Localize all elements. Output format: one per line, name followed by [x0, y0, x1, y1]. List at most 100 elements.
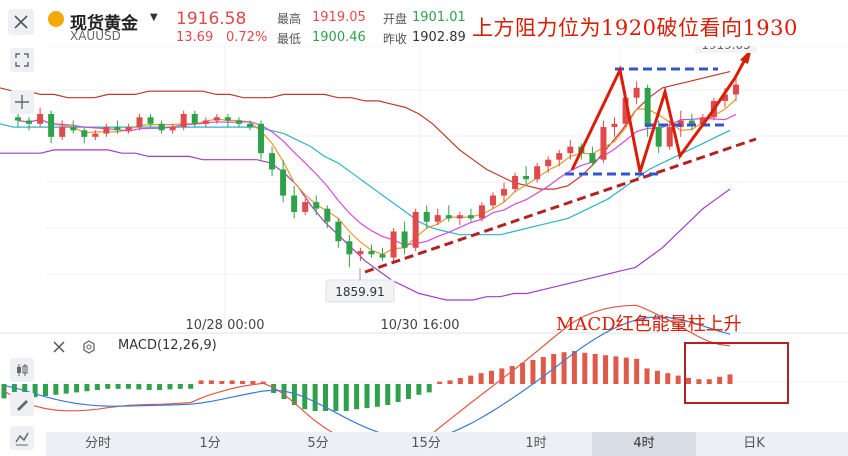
macd-bar [63, 384, 69, 394]
low-label: 最低 [277, 32, 302, 46]
resistance-annotation: 上方阻力位为1920破位看向1930 [472, 16, 798, 40]
bollinger-bands [0, 71, 737, 301]
pen-icon [17, 400, 28, 411]
candle-body [556, 153, 563, 160]
candle-body [291, 195, 298, 212]
candle-body [633, 87, 640, 98]
candle-body [390, 231, 397, 258]
candle-body [688, 120, 695, 124]
candle-body [191, 114, 198, 124]
tab-timeframe[interactable]: 日K [743, 436, 765, 451]
candle-body [37, 114, 44, 124]
macd-dea-line [3, 316, 731, 441]
candle-body [169, 127, 176, 131]
quote-header: 现货黄金 ▼ XAUUSD 1916.58 13.69 0.72% 最高 191… [0, 0, 848, 46]
macd-bar [644, 368, 650, 384]
high-value: 1919.05 [312, 10, 366, 25]
candle-body [114, 127, 121, 131]
macd-bar [343, 384, 349, 411]
support-trendline [364, 137, 757, 274]
macd-bar [571, 351, 577, 384]
candle-body [412, 211, 419, 248]
candle-body [368, 251, 375, 255]
crosshair-tool[interactable] [10, 90, 34, 114]
macd-label: MACD(12,26,9) [118, 338, 217, 353]
tab-timeframe-active[interactable]: 4时 [592, 432, 696, 456]
macd-bar [136, 384, 142, 390]
macd-bar [675, 375, 681, 384]
macd-bar [157, 384, 163, 390]
indicator-icon [15, 432, 29, 446]
macd-bar [271, 384, 277, 393]
candle-body [523, 176, 530, 180]
candle-body [246, 123, 253, 128]
macd-bar [219, 381, 225, 384]
x-tick-label: 10/30 16:00 [380, 318, 459, 333]
candle-body [70, 127, 77, 131]
macd-bar [654, 370, 660, 384]
macd-bar [488, 370, 494, 384]
instrument-symbol: XAUUSD [70, 29, 121, 43]
candle-body [235, 120, 242, 124]
candle-body [467, 215, 474, 219]
candle-body [589, 153, 596, 163]
macd-bar [696, 379, 702, 384]
macd-bar [42, 384, 48, 396]
candle-body [721, 94, 728, 101]
candle-body [423, 211, 430, 222]
close-button[interactable] [8, 9, 34, 35]
prev-close-value: 1902.89 [412, 30, 466, 45]
tab-timeframe[interactable]: 1时 [525, 436, 547, 451]
macd-bar [374, 384, 380, 407]
macd-histogram [1, 351, 733, 411]
macd-bar [665, 373, 671, 384]
candle-body [655, 127, 662, 147]
macd-bar [478, 373, 484, 384]
candle-body [666, 127, 673, 147]
macd-bar [323, 384, 329, 411]
expand-tool[interactable] [10, 48, 34, 72]
macd-bar [240, 381, 246, 384]
tab-timeframe[interactable]: 分时 [84, 436, 111, 451]
tab-timeframe[interactable]: 15分 [411, 436, 441, 451]
macd-bar [395, 384, 401, 402]
macd-bar [146, 384, 152, 390]
tab-timeframe[interactable]: 5分 [307, 436, 329, 451]
candle-body [258, 123, 265, 154]
candle-body [136, 117, 143, 128]
macd-bar [499, 368, 505, 384]
macd-bar [198, 380, 204, 384]
ma-mid-line [17, 113, 737, 246]
timeframe-bar: 分时 1分 5分 15分 1时 4时 日K [46, 432, 848, 456]
candle-style-tool[interactable] [10, 358, 34, 382]
candle-body [26, 120, 33, 124]
low-marker: 1859.91 [335, 285, 385, 299]
open-label: 开盘 [383, 12, 408, 26]
open-value: 1901.01 [412, 10, 466, 25]
macd-bar [603, 355, 609, 384]
candlestick-icon [17, 364, 28, 376]
price-markers: 1919.05 1859.91 [325, 35, 757, 303]
macd-bar [457, 378, 463, 384]
settings-icon[interactable] [82, 340, 96, 354]
macd-bar [250, 381, 256, 384]
macd-bar [125, 384, 131, 389]
tab-timeframe[interactable]: 1分 [199, 436, 221, 451]
candle-body [147, 117, 154, 124]
close-icon[interactable] [52, 340, 66, 354]
macd-bar [530, 360, 536, 384]
macd-bar [592, 354, 598, 384]
caret-down-icon[interactable]: ▼ [150, 12, 158, 23]
macd-bar [437, 381, 443, 384]
last-price: 1916.58 [176, 9, 247, 29]
candles [15, 74, 739, 268]
macd-bar [229, 380, 235, 384]
pen-tool[interactable] [10, 392, 34, 416]
macd-bar [208, 380, 214, 384]
macd-bar [405, 384, 411, 399]
instrument-title[interactable]: 现货黄金 [70, 14, 138, 34]
candle-body [92, 133, 99, 137]
drawing-toolbar [0, 46, 46, 456]
indicator-tool[interactable] [10, 426, 34, 450]
candle-body [611, 123, 618, 128]
